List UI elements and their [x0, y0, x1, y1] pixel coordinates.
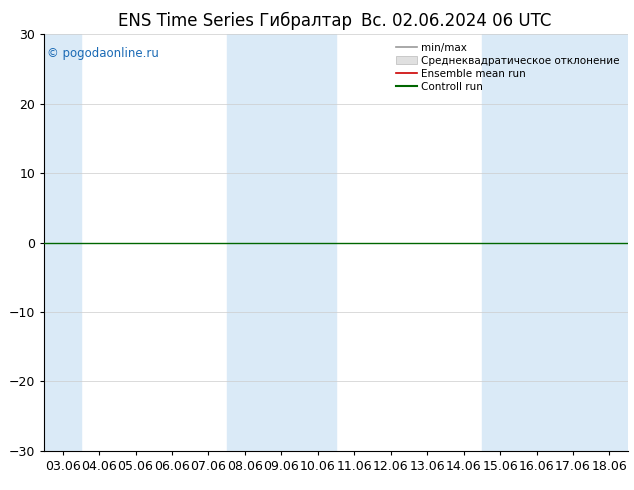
Text: © pogodaonline.ru: © pogodaonline.ru — [48, 47, 159, 60]
Text: ENS Time Series Гибралтар: ENS Time Series Гибралтар — [117, 12, 352, 30]
Bar — [44, 34, 81, 451]
Legend: min/max, Среднеквадратическое отклонение, Ensemble mean run, Controll run: min/max, Среднеквадратическое отклонение… — [392, 40, 623, 95]
Text: Вс. 02.06.2024 06 UTC: Вс. 02.06.2024 06 UTC — [361, 12, 552, 30]
Bar — [226, 34, 336, 451]
Bar — [482, 34, 628, 451]
